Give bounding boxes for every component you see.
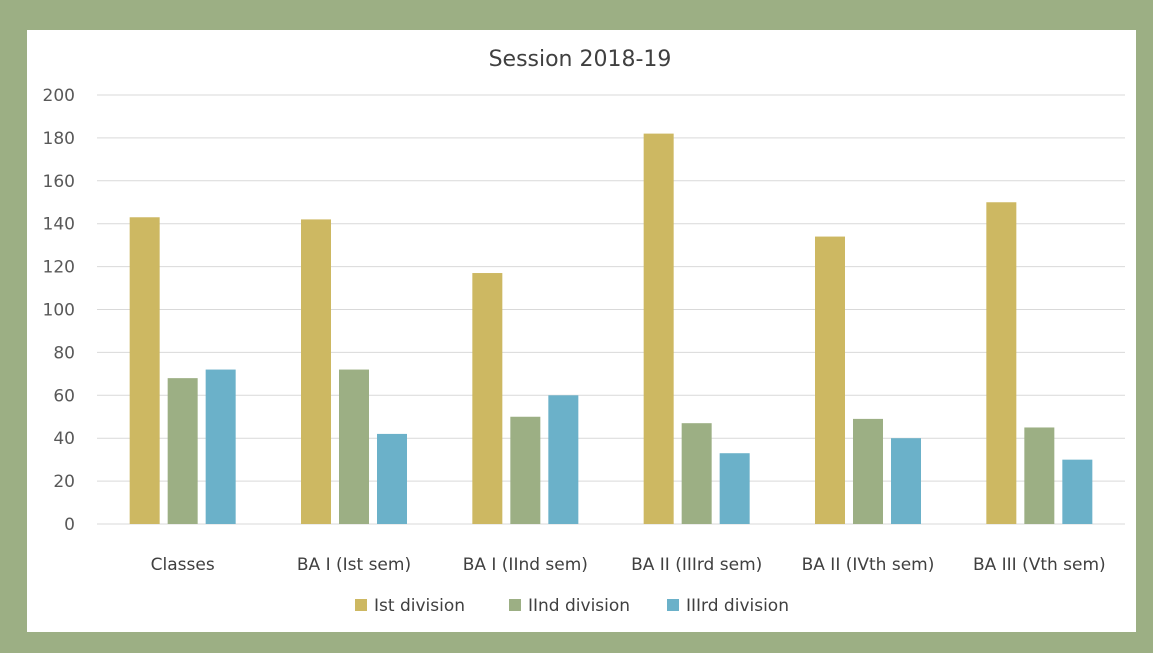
- bar-chart: Session 2018-19 0 20 40 60 80 100 120 140 160 180…: [43, 47, 1125, 616]
- x-axis-categories: Classes BA I (Ist sem) BA I (IInd sem) BA I…: [151, 555, 1106, 575]
- legend-label: Ist division: [374, 596, 465, 616]
- bar-3-3: [548, 395, 579, 524]
- bar-2-1: [167, 378, 198, 524]
- y-tick-label: 0: [64, 515, 75, 535]
- bar-2-5: [853, 418, 883, 524]
- y-tick-label: 20: [53, 472, 75, 492]
- bar-3-6: [1062, 459, 1093, 524]
- y-tick-label: 140: [43, 215, 75, 235]
- y-tick-label: 60: [53, 386, 75, 406]
- chart-title: Session 2018-19: [489, 47, 672, 72]
- y-tick-label: 160: [43, 172, 75, 192]
- x-category-label: BA I (IInd sem): [463, 555, 588, 575]
- bar-1-3: [472, 273, 503, 524]
- y-tick-label: 120: [43, 258, 75, 278]
- x-category-label: BA II (IVth sem): [802, 555, 935, 575]
- bar-3-4: [719, 453, 750, 524]
- bar-1-2: [301, 219, 331, 524]
- bar-2-4: [681, 423, 712, 524]
- y-tick-label: 40: [53, 429, 75, 449]
- x-category-label: BA II (IIIrd sem): [631, 555, 762, 575]
- y-axis-ticks: 0 20 40 60 80 100 120 140 160 180 200: [43, 86, 75, 535]
- legend-label: IInd division: [528, 596, 630, 616]
- y-tick-label: 200: [43, 86, 75, 106]
- y-tick-label: 180: [43, 129, 75, 149]
- bar-1-5: [815, 236, 845, 524]
- legend-swatch: [667, 599, 679, 611]
- legend-swatch: [355, 599, 367, 611]
- bar-3-5: [891, 438, 921, 524]
- bar-2-3: [510, 416, 541, 524]
- legend-swatch: [509, 599, 521, 611]
- bar-2-6: [1024, 427, 1055, 524]
- x-category-label: BA I (Ist sem): [297, 555, 411, 575]
- x-category-label: Classes: [151, 555, 215, 575]
- bars: [129, 133, 1093, 525]
- bar-3-1: [205, 369, 236, 524]
- bar-3-2: [377, 433, 407, 524]
- legend-label: IIIrd division: [686, 596, 789, 616]
- gridlines: [97, 94, 1125, 525]
- bar-2-2: [339, 369, 369, 524]
- chart-card: Session 2018-19 0 20 40 60 80 100 120 140 160 180…: [27, 30, 1136, 632]
- x-category-label: BA III (Vth sem): [973, 555, 1106, 575]
- legend: Ist division IInd division IIIrd division: [355, 596, 789, 616]
- y-tick-label: 80: [53, 343, 75, 363]
- bar-1-1: [129, 217, 160, 524]
- y-tick-label: 100: [43, 301, 75, 321]
- bar-1-4: [643, 133, 674, 525]
- bar-1-6: [986, 202, 1017, 524]
